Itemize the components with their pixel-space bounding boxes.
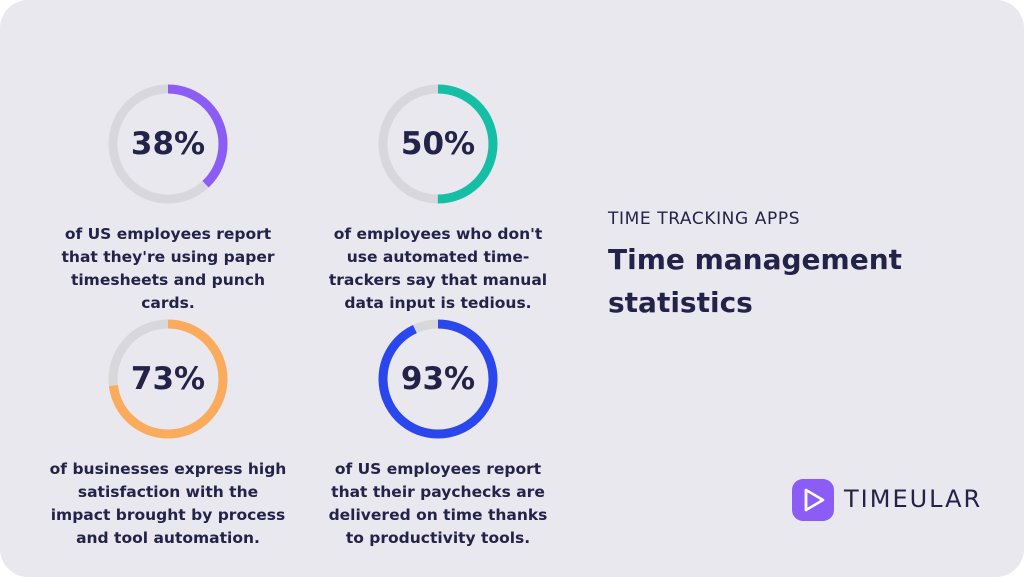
page-title: Time management statistics (608, 243, 903, 319)
stat-description: of businesses express high satisfaction … (49, 460, 287, 547)
stat-percentage: 73% (130, 361, 206, 397)
stat-percentage: 38% (130, 126, 206, 162)
donut-chart (378, 319, 498, 439)
donut-arc (378, 84, 498, 204)
donut-chart (108, 84, 228, 204)
donut-arc (378, 319, 498, 439)
stat-percentage: 93% (400, 361, 476, 397)
stat-description: of US employees report that they're usin… (61, 225, 275, 312)
donut-ring: 73% (104, 315, 232, 443)
donut-chart (378, 84, 498, 204)
brand-name: TIMEULAR (844, 485, 983, 513)
donut-chart (108, 319, 228, 439)
stat-description: of employees who don't use automated tim… (328, 225, 548, 312)
donut-arc (108, 319, 228, 439)
donut-ring: 50% (374, 80, 502, 208)
donut-ring: 93% (374, 315, 502, 443)
play-triangle-icon (792, 479, 834, 521)
donut-arc (108, 84, 228, 204)
stat-percentage: 50% (400, 126, 476, 162)
section-eyebrow: TIME TRACKING APPS (608, 209, 801, 229)
donut-ring: 38% (104, 80, 232, 208)
stat-description: of US employees report that their payche… (328, 460, 548, 547)
